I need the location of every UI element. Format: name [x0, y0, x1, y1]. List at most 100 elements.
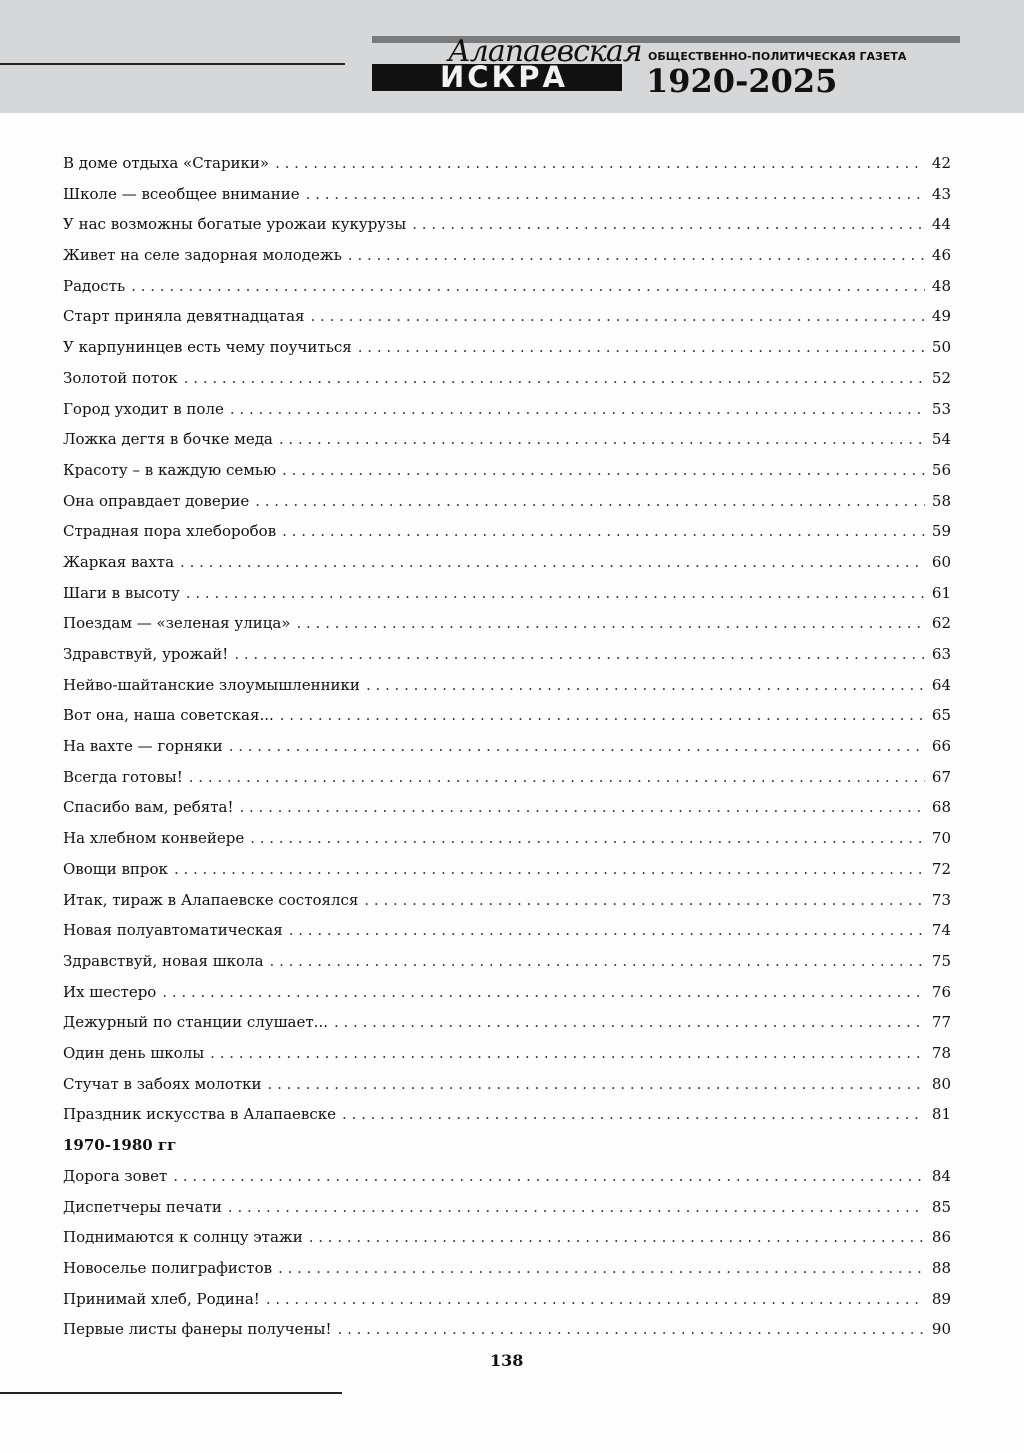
toc-entry-title: Золотой поток — [63, 368, 178, 387]
toc-entry: Их шестеро 76 — [63, 983, 951, 1014]
toc-entry-title: Стучат в забоях молотки — [63, 1074, 262, 1093]
toc-entry-page: 77 — [931, 1013, 951, 1032]
toc-entry: Поднимаются к солнцу этажи 86 — [63, 1228, 951, 1259]
dot-leader — [279, 430, 925, 448]
toc-entry: Дежурный по станции слушает... 77 — [63, 1013, 951, 1044]
toc-entry-title: Старт приняла девятнадцатая — [63, 307, 305, 326]
toc-entry-title: Поездам — «зеленая улица» — [63, 614, 291, 633]
toc-entry-title: У нас возможны богатые урожаи кукурузы — [63, 215, 407, 234]
toc-entry: Золотой поток 52 — [63, 369, 951, 400]
dot-leader — [180, 553, 925, 571]
toc-entry-page: 72 — [931, 859, 951, 878]
toc-entry-page: 67 — [931, 767, 951, 786]
dot-leader — [174, 860, 925, 878]
dot-leader — [338, 1320, 925, 1338]
dot-leader — [282, 461, 925, 479]
dot-leader — [278, 1259, 925, 1277]
toc-entry-title: Итак, тираж в Алапаевске состоялся — [63, 890, 359, 909]
toc-entry: Жаркая вахта 60 — [63, 553, 951, 584]
toc-entry-page: 42 — [931, 154, 951, 172]
toc-entry-title: Первые листы фанеры получены! — [63, 1320, 332, 1339]
toc-entry-title: Жаркая вахта — [63, 552, 175, 571]
dot-leader — [173, 1167, 925, 1185]
toc-entry-title: Ложка дегтя в бочке меда — [63, 430, 273, 449]
toc-entry-title: Новоселье полиграфистов — [63, 1259, 273, 1278]
toc-entry-page: 48 — [931, 276, 951, 295]
toc-entry-page: 54 — [931, 430, 951, 449]
toc-entry-title: Диспетчеры печати — [63, 1197, 222, 1216]
toc-entry-page: 59 — [931, 522, 951, 541]
toc-entry: Здравствуй, урожай! 63 — [63, 645, 951, 676]
toc-entry-title: Красоту – в каждую семью — [63, 460, 277, 479]
toc-entry-page: 46 — [931, 246, 951, 265]
toc-entry-title: У карпунинцев есть чему поучиться — [63, 338, 352, 357]
dot-leader — [334, 1013, 925, 1031]
header-rule — [0, 63, 345, 65]
toc-entry: Ложка дегтя в бочке меда 54 — [63, 430, 951, 461]
toc-entry-page: 85 — [931, 1197, 951, 1216]
toc-entry-title: Новая полуавтоматическая — [63, 921, 283, 940]
toc-entry: Живет на селе задорная молодежь 46 — [63, 246, 951, 277]
toc-entry-title: Шаги в высоту — [63, 583, 180, 602]
toc-entry-page: 73 — [931, 890, 951, 909]
toc-entry-page: 90 — [931, 1320, 951, 1339]
header-band — [372, 36, 960, 43]
toc-entry-page: 76 — [931, 982, 951, 1001]
toc-entry-page: 75 — [931, 951, 951, 970]
dot-leader — [342, 1105, 925, 1123]
table-of-contents: В доме отдыха «Старики» 42 Школе — всеобще… — [63, 154, 951, 1351]
toc-entry: У карпунинцев есть чему поучиться 50 — [63, 338, 951, 369]
dot-leader — [239, 798, 925, 816]
toc-entry-title: Нейво-шайтанские злоумышленники — [63, 675, 360, 694]
toc-entry-title: Радость — [63, 276, 126, 295]
toc-entry: Спасибо вам, ребята! 68 — [63, 798, 951, 829]
dot-leader — [228, 1198, 925, 1216]
toc-entry-page: 50 — [931, 338, 951, 357]
dot-leader — [358, 338, 925, 356]
dot-leader — [296, 614, 925, 632]
toc-entry-page: 66 — [931, 737, 951, 756]
dot-leader — [289, 921, 925, 939]
toc-entry-title: Здравствуй, новая школа — [63, 951, 264, 970]
toc-entry: Новая полуавтоматическая 74 — [63, 921, 951, 952]
toc-entry: Новоселье полиграфистов 88 — [63, 1259, 951, 1290]
toc-entry: В доме отдыха «Старики» 42 — [63, 154, 951, 185]
toc-entry-title: Дорога зовет — [63, 1167, 168, 1185]
toc-entry-title: Спасибо вам, ребята! — [63, 798, 234, 817]
dot-leader — [306, 185, 925, 203]
toc-entry-title: Принимай хлеб, Родина! — [63, 1289, 260, 1308]
toc-entry-title: Праздник искусства в Алапаевске — [63, 1105, 336, 1124]
toc-entry: Город уходит в поле 53 — [63, 400, 951, 431]
toc-entry-title: Здравствуй, урожай! — [63, 645, 229, 663]
header-years: 1920-2025 — [646, 62, 838, 100]
toc-entry-title: Она оправдает доверие — [63, 491, 250, 510]
toc-entry-page: 60 — [931, 552, 951, 571]
toc-entry-page: 52 — [931, 368, 951, 387]
toc-entry-title: Город уходит в поле — [63, 399, 224, 418]
toc-entry-title: Всегда готовы! — [63, 767, 183, 786]
toc-entry: Здравствуй, новая школа 75 — [63, 952, 951, 983]
toc-entry-page: 58 — [931, 491, 951, 510]
toc-entry: Один день школы 78 — [63, 1044, 951, 1075]
toc-entry: Школе — всеобщее внимание 43 — [63, 185, 951, 216]
toc-entry: Радость 48 — [63, 277, 951, 308]
toc-entry: Старт приняла девятнадцатая 49 — [63, 307, 951, 338]
toc-entry-page: 86 — [931, 1228, 951, 1247]
toc-entry-title: Поднимаются к солнцу этажи — [63, 1228, 303, 1247]
dot-leader — [310, 307, 925, 325]
toc-entry: Первые листы фанеры получены! 90 — [63, 1320, 951, 1351]
toc-entry: Шаги в высоту 61 — [63, 584, 951, 615]
toc-entry-page: 61 — [931, 583, 951, 602]
dot-leader — [282, 522, 925, 540]
dot-leader — [250, 829, 925, 847]
toc-entry: Красоту – в каждую семью 56 — [63, 461, 951, 492]
toc-entry: Вот она, наша советская... 65 — [63, 706, 951, 737]
toc-entry-title: Их шестеро — [63, 982, 157, 1001]
toc-entry-title: Один день школы — [63, 1043, 205, 1062]
toc-entry-title: Дежурный по станции слушает... — [63, 1013, 328, 1032]
logo-box — [372, 64, 622, 91]
logo-script: Алапаевская — [448, 34, 643, 69]
toc-entry-page: 62 — [931, 614, 951, 633]
dot-leader — [186, 584, 925, 602]
